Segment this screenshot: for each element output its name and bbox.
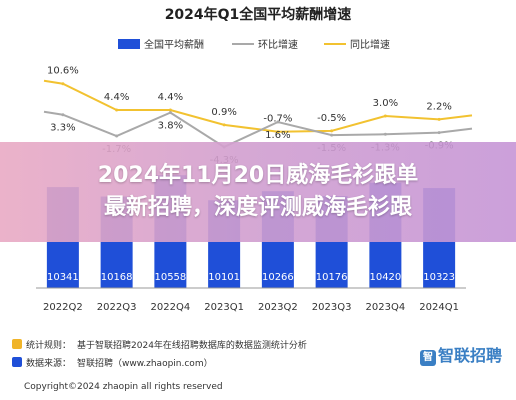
rule-text: 基于智联招聘2024年在线招聘数据库的数据监测统计分析 — [77, 341, 307, 351]
x-tick-label-6: 2023Q4 — [366, 302, 406, 313]
rule-badge-icon — [12, 339, 22, 349]
yoy-point-1 — [115, 108, 119, 112]
yoy-label-2: 4.4% — [158, 92, 183, 103]
mom-label-4: 1.6% — [265, 130, 290, 141]
legend-swatch-0 — [118, 39, 140, 49]
yoy-point-0 — [61, 82, 65, 86]
yoy-label-1: 4.4% — [104, 92, 129, 103]
mom-point-6 — [383, 132, 387, 136]
bar-value-label-1: 10168 — [101, 272, 133, 283]
copyright-text: Copyright©2024 zhaopin all rights reserv… — [24, 382, 223, 392]
mom-point-2 — [168, 111, 172, 115]
mom-label-0: 3.3% — [50, 123, 75, 134]
mom-point-1 — [115, 134, 119, 138]
bar-value-label-7: 10323 — [423, 272, 455, 283]
overlay-banner — [0, 142, 516, 242]
yoy-label-0: 10.6% — [47, 66, 79, 77]
x-tick-label-1: 2022Q3 — [97, 302, 137, 313]
yoy-point-4 — [276, 130, 280, 134]
x-tick-label-2: 2022Q4 — [151, 302, 191, 313]
mom-line — [43, 110, 473, 149]
mom-point-5 — [330, 133, 334, 137]
source-note: 数据来源： 智联招聘（www.zhaopin.com） — [12, 356, 213, 369]
bar-value-label-0: 10341 — [47, 272, 79, 283]
x-tick-label-3: 2023Q1 — [204, 302, 244, 313]
legend-label-2: 同比增速 — [350, 38, 390, 51]
yoy-label-7: 2.2% — [426, 101, 451, 112]
legend-label-0: 全国平均薪酬 — [144, 38, 204, 51]
logo-text: 智联招聘 — [437, 346, 502, 365]
chart-title: 2024年Q1全国平均薪酬增速 — [164, 7, 352, 23]
bar-value-label-4: 10266 — [262, 272, 294, 283]
overlay-line-2: 最新招聘，深度评测威海毛衫跟 — [103, 195, 412, 220]
overlay-line-1: 2024年11月20日威海毛衫跟单 — [97, 163, 419, 188]
source-text: 智联招聘（www.zhaopin.com） — [77, 359, 213, 369]
bar-value-label-6: 10420 — [369, 272, 401, 283]
yoy-point-6 — [383, 114, 387, 118]
yoy-point-3 — [222, 123, 226, 127]
yoy-label-6: 3.0% — [373, 98, 398, 109]
x-tick-label-0: 2022Q2 — [43, 302, 83, 313]
mom-point-4 — [276, 120, 280, 124]
bar-value-label-2: 10558 — [154, 272, 186, 283]
legend-label-1: 环比增速 — [258, 38, 298, 51]
overlay-headline: 2024年11月20日威海毛衫跟单 最新招聘，深度评测威海毛衫跟 — [0, 160, 516, 224]
bar-value-label-3: 10101 — [208, 272, 240, 283]
source-badge-icon — [12, 357, 22, 367]
yoy-label-5: -0.5% — [317, 113, 346, 124]
bar-value-label-5: 10176 — [316, 272, 348, 283]
yoy-label-3: 0.9% — [211, 107, 236, 118]
mom-label-2: 3.8% — [158, 121, 183, 132]
rule-label: 统计规则： — [26, 341, 72, 351]
brand-logo: 智智联招聘 — [419, 342, 502, 366]
yoy-point-2 — [168, 108, 172, 112]
source-label: 数据来源： — [26, 359, 72, 369]
yoy-point-7 — [437, 117, 441, 121]
rule-note: 统计规则： 基于智联招聘2024年在线招聘数据库的数据监测统计分析 — [12, 338, 307, 351]
logo-mark-icon: 智 — [419, 350, 436, 366]
mom-point-0 — [61, 113, 65, 117]
x-tick-label-5: 2023Q3 — [312, 302, 352, 313]
mom-point-7 — [437, 131, 441, 135]
yoy-label-4: -0.7% — [263, 114, 292, 125]
yoy-point-5 — [330, 129, 334, 133]
x-tick-label-4: 2023Q2 — [258, 302, 298, 313]
x-tick-label-7: 2024Q1 — [419, 302, 459, 313]
yoy-line — [43, 79, 473, 133]
